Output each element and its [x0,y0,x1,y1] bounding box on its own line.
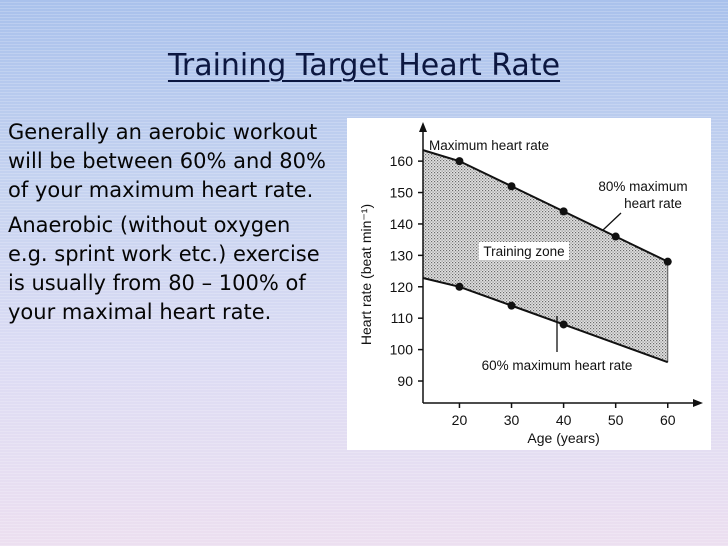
annotation-maximum-heart-rate: Maximum heart rate [429,138,549,153]
y-tick-label-140: 140 [390,216,414,232]
data-point-max-20 [455,157,464,166]
series-line-maximum [422,149,669,263]
annotation-80-percent: 80% maximum heart rate [598,179,687,211]
anaerobic-paragraph: Anaerobic (without oxygen e.g. sprint wo… [8,213,320,324]
x-tick-label-60: 60 [660,412,676,428]
annotation-training-zone-bg [479,242,569,260]
x-tick-label-30: 30 [504,412,520,428]
data-point-60pct-20 [455,282,464,291]
data-point-max-50 [611,232,620,241]
heart-rate-chart-svg: 90 100 110 120 130 140 150 160 20 30 40 50 60 Age (ye… [358,122,703,446]
data-point-60pct-40 [559,320,568,329]
y-tick-label-150: 150 [390,185,414,201]
y-tick-label-90: 90 [397,373,413,389]
data-point-60pct-30 [507,301,516,310]
x-axis-arrow [693,399,703,407]
data-point-max-40 [559,207,568,216]
x-tick-label-20: 20 [452,412,468,428]
y-tick-label-100: 100 [390,342,414,358]
slide-title: Training Target Heart Rate [167,48,561,83]
y-axis-label: Heart rate (beat min⁻¹) [358,204,374,345]
slide-body: Generally an aerobic workout will be bet… [8,118,326,333]
data-point-max-30 [507,182,516,191]
aerobic-paragraph: Generally an aerobic workout will be bet… [8,120,326,202]
x-tick-label-50: 50 [608,412,624,428]
annotation-80-percent-line-1: 80% maximum [598,179,687,194]
y-tick-label-110: 110 [391,310,414,326]
y-tick-label-120: 120 [390,279,414,295]
annotation-80-percent-leader [602,212,622,231]
y-axis-arrow [419,122,427,132]
annotation-training-zone: Training zone [483,244,564,259]
heart-rate-chart: 90 100 110 120 130 140 150 160 20 30 40 50 60 Age (ye… [347,118,711,450]
series-line-sixty-percent [422,277,669,364]
annotation-60-percent: 60% maximum heart rate [482,358,633,373]
y-tick-label-130: 130 [390,247,414,263]
x-tick-label-40: 40 [556,412,572,428]
data-point-max-60 [663,257,672,266]
annotation-80-percent-line-2: heart rate [624,196,682,211]
x-axis-label: Age (years) [527,430,599,446]
y-tick-label-160: 160 [390,153,414,169]
